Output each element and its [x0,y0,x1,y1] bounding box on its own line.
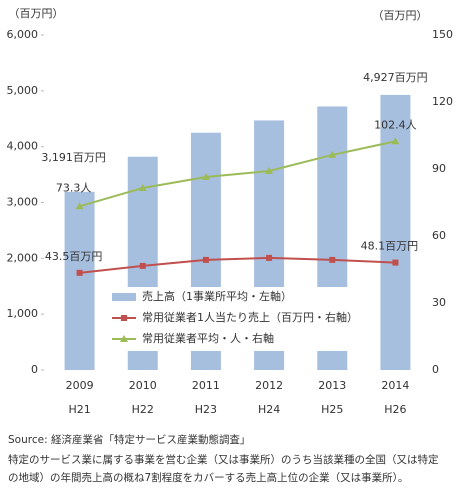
y2-unit-label: （百万円） [373,9,428,22]
note-line: の地域）の年間売上高の概ね7割程度をカバーする売上高上位の企業（又は事業所）。 [8,471,408,484]
legend-label: 常用従業者平均・人・右軸 [142,331,274,345]
x-tick-label: 2012 [255,379,283,392]
legend-label: 売上高（1事業所平均・左軸） [142,289,292,303]
x-tick-label: 2009 [66,379,94,392]
marker [76,269,83,276]
x-tick-label-secondary: H22 [132,403,154,416]
y-tick-label: 5,000 [7,84,39,97]
legend: 売上高（1事業所平均・左軸） 常用従業者1人当たり売上（百万円・右軸） 常用従業者平… [105,287,367,351]
legend-swatch [112,293,136,301]
value-label: 3,191百万円 [41,151,106,164]
x-tick-label-secondary: H25 [321,403,343,416]
x-tick-label: 2013 [318,379,346,392]
source: Source: 経済産業省「特定サービス産業動態調査」 [8,433,250,446]
y2-tick-label: 30 [432,296,446,309]
y-unit-label: （百万円） [9,7,64,20]
marker [75,202,84,210]
legend-marker [120,335,128,342]
value-label: 43.5百万円 [45,250,103,263]
x-tick-label: 2011 [192,379,220,392]
y-tick-label: 6,000 [7,28,39,41]
marker [329,256,336,263]
y2-tick-label: 0 [432,363,439,376]
bar [380,94,411,370]
y-tick-label: 1,000 [7,307,39,320]
y-tick-label: 4,000 [7,140,39,153]
x-tick-label-secondary: H23 [195,403,217,416]
bar [64,191,95,370]
x-tick-label-secondary: H26 [384,403,406,416]
note-line: 特定のサービス業に属する事業を営む企業（又は事業所）のうち当該業種の全国（又は特… [8,453,439,466]
legend-marker [121,315,127,321]
value-label: 102.4人 [374,118,417,131]
line [79,140,396,208]
y-tick-label: 3,000 [7,196,39,209]
marker [139,262,146,269]
marker [328,150,337,158]
marker [266,254,273,261]
y2-tick-label: 90 [432,162,446,175]
marker [202,256,209,263]
x-tick-label-secondary: H21 [68,403,90,416]
marker [201,173,210,181]
line [79,256,396,274]
x-tick-label: 2010 [129,379,157,392]
marker [138,183,147,191]
y2-tick-label: 150 [432,28,453,41]
x-tick-label-secondary: H24 [258,403,280,416]
legend-label: 常用従業者1人当たり売上（百万円・右軸） [142,310,358,324]
value-label: 48.1百万円 [361,240,419,253]
marker [265,167,274,175]
value-label: 73.3人 [56,181,92,194]
y2-tick-label: 60 [432,229,446,242]
marker [392,259,399,266]
y2-tick-label: 120 [432,95,453,108]
y-tick-label: 2,000 [7,251,39,264]
x-tick-label: 2014 [381,379,409,392]
legend-box [105,287,367,351]
y-tick-label: 0 [31,363,38,376]
marker [391,137,400,145]
value-label: 4,927百万円 [363,71,428,84]
